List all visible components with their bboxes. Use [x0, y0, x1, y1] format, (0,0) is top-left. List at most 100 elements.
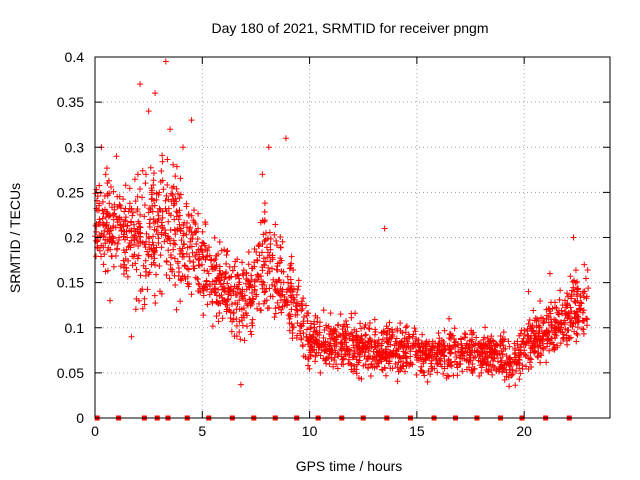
data-point [540, 345, 547, 352]
data-point [505, 338, 512, 345]
data-point [129, 212, 136, 219]
data-point [200, 254, 207, 261]
data-point [325, 323, 332, 330]
data-point [528, 363, 535, 370]
data-point [272, 310, 279, 317]
data-point [269, 265, 276, 272]
data-point [169, 268, 176, 275]
data-point [277, 234, 284, 240]
data-point [396, 339, 403, 346]
data-point [354, 361, 361, 368]
data-point [573, 338, 580, 345]
data-point [585, 285, 592, 292]
data-point [139, 286, 146, 293]
data-point [174, 209, 181, 216]
data-point [123, 265, 130, 272]
data-point [159, 224, 166, 231]
data-point [554, 344, 561, 351]
data-point [356, 353, 363, 360]
data-point [248, 320, 255, 327]
data-point [481, 334, 488, 341]
data-point [506, 355, 513, 362]
data-point [348, 329, 355, 336]
data-point [186, 257, 193, 264]
data-point [145, 108, 152, 115]
data-point [141, 295, 148, 302]
data-point [455, 348, 462, 355]
data-point [526, 359, 533, 366]
data-point [223, 260, 230, 267]
data-point [430, 343, 437, 350]
data-point [177, 175, 184, 182]
data-point [131, 176, 138, 183]
data-point [371, 344, 378, 351]
data-point [146, 224, 153, 231]
data-point [101, 227, 108, 234]
data-point [149, 239, 156, 246]
data-point [193, 241, 200, 248]
data-point [284, 273, 291, 280]
data-point [475, 349, 482, 356]
y-tick-label: 0.05 [57, 365, 84, 381]
data-point [240, 272, 247, 279]
data-point [354, 339, 361, 346]
data-point [144, 286, 151, 293]
data-point [323, 357, 330, 364]
data-point [396, 354, 403, 361]
data-point [258, 307, 265, 314]
data-point [106, 200, 113, 207]
data-point [488, 348, 495, 355]
data-point [164, 182, 171, 189]
data-point [531, 317, 538, 324]
data-point [113, 153, 120, 160]
data-point [355, 349, 362, 356]
data-point [473, 334, 480, 341]
data-point [482, 341, 489, 348]
data-point [96, 216, 103, 223]
data-point [365, 325, 372, 332]
data-point [105, 244, 112, 251]
data-point [209, 298, 216, 305]
data-point [517, 370, 524, 377]
data-point [428, 360, 435, 367]
data-point [175, 216, 182, 223]
data-point [122, 217, 129, 224]
data-point [288, 321, 295, 328]
data-point [448, 359, 455, 366]
data-point [288, 292, 295, 299]
data-point [378, 346, 385, 353]
data-point [204, 247, 211, 254]
data-point [234, 285, 241, 292]
data-point [142, 257, 149, 264]
data-point [253, 293, 260, 300]
data-point [525, 320, 532, 327]
data-point [236, 275, 243, 282]
data-point [111, 210, 118, 217]
data-point [195, 257, 202, 264]
data-point [495, 366, 502, 373]
data-point [385, 338, 392, 345]
data-point [194, 275, 201, 282]
data-point [469, 331, 476, 338]
data-point [574, 288, 581, 295]
data-point [276, 304, 283, 311]
data-point [237, 381, 244, 388]
data-point [350, 354, 357, 361]
data-point [518, 327, 525, 334]
data-point [497, 354, 504, 361]
data-point [256, 300, 263, 307]
data-point [303, 333, 310, 340]
data-point [520, 335, 527, 342]
data-point [294, 286, 301, 293]
data-point [202, 221, 209, 228]
data-point [568, 291, 575, 298]
data-point [100, 222, 107, 229]
data-point [226, 263, 233, 270]
data-point [223, 251, 230, 258]
data-point [529, 344, 536, 351]
data-point [258, 278, 265, 285]
data-point [213, 313, 220, 320]
data-point [120, 271, 127, 278]
data-point [564, 302, 571, 309]
data-point [99, 215, 106, 222]
